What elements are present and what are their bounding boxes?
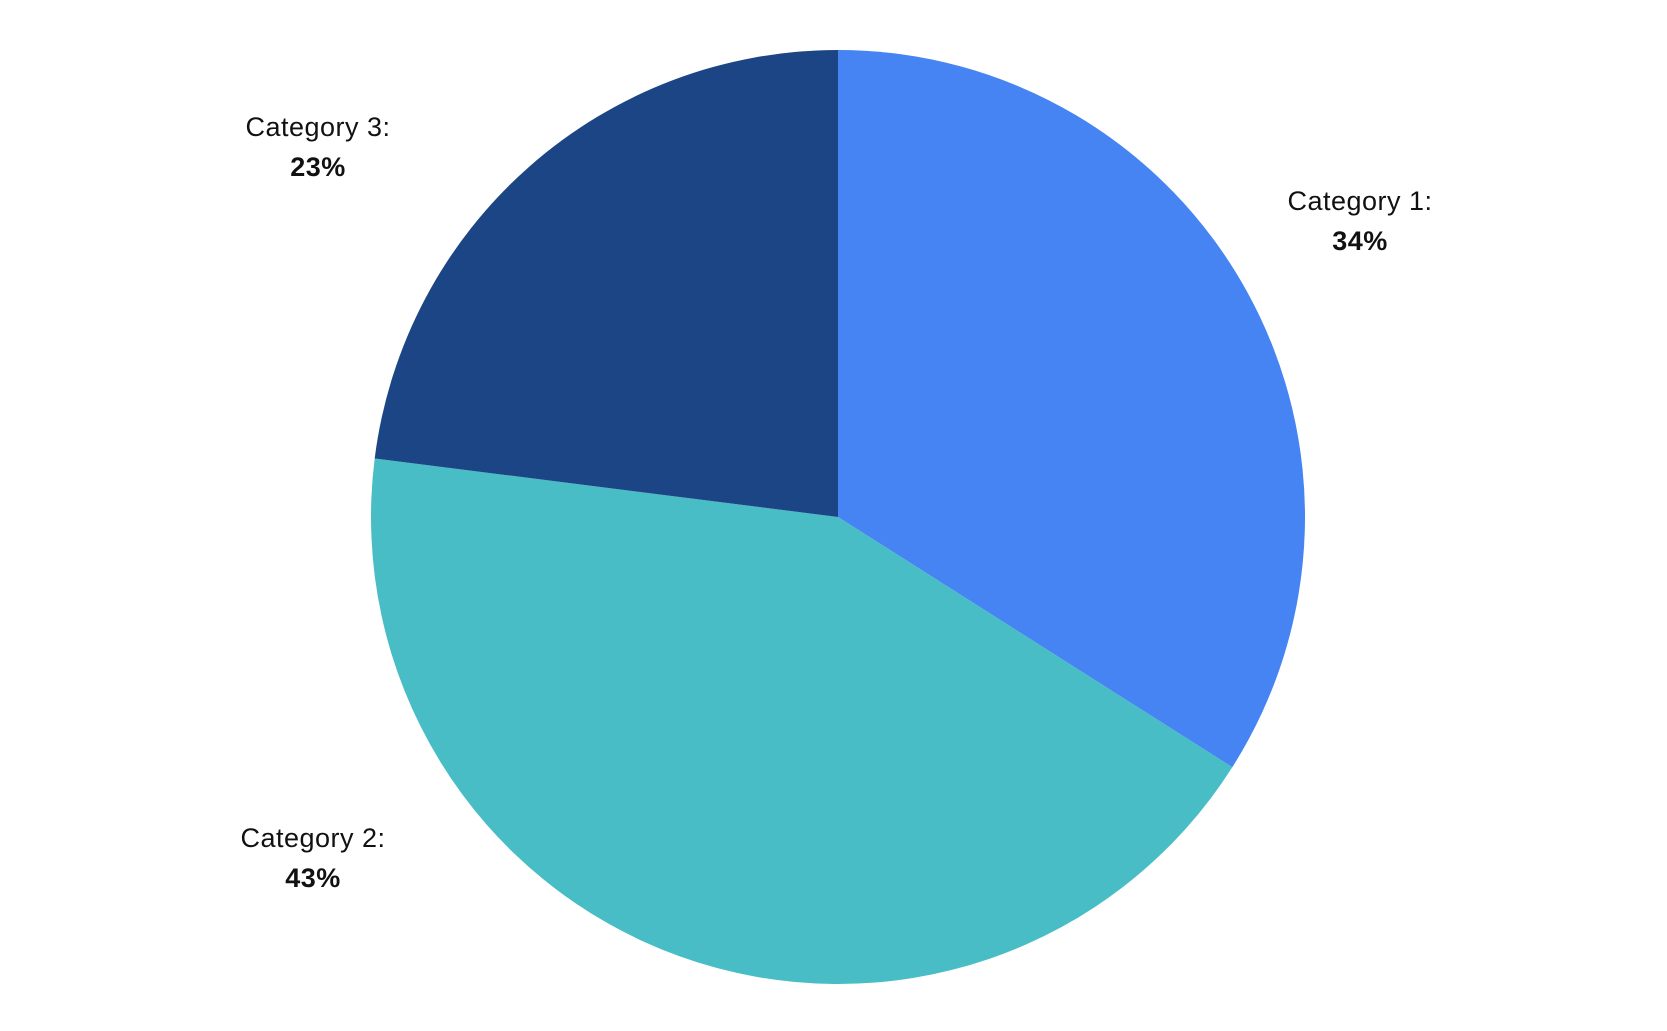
slice-label: Category 2: [240,823,385,853]
pie-slice [374,50,838,517]
slice-label: Category 1: [1287,186,1432,216]
value-label: 34% [1332,226,1388,256]
pie-slice [838,50,1305,768]
value-label: 43% [285,863,341,893]
slice-label: Category 3: [245,112,390,142]
pie-slice [371,458,1233,985]
value-label: 23% [290,152,346,182]
